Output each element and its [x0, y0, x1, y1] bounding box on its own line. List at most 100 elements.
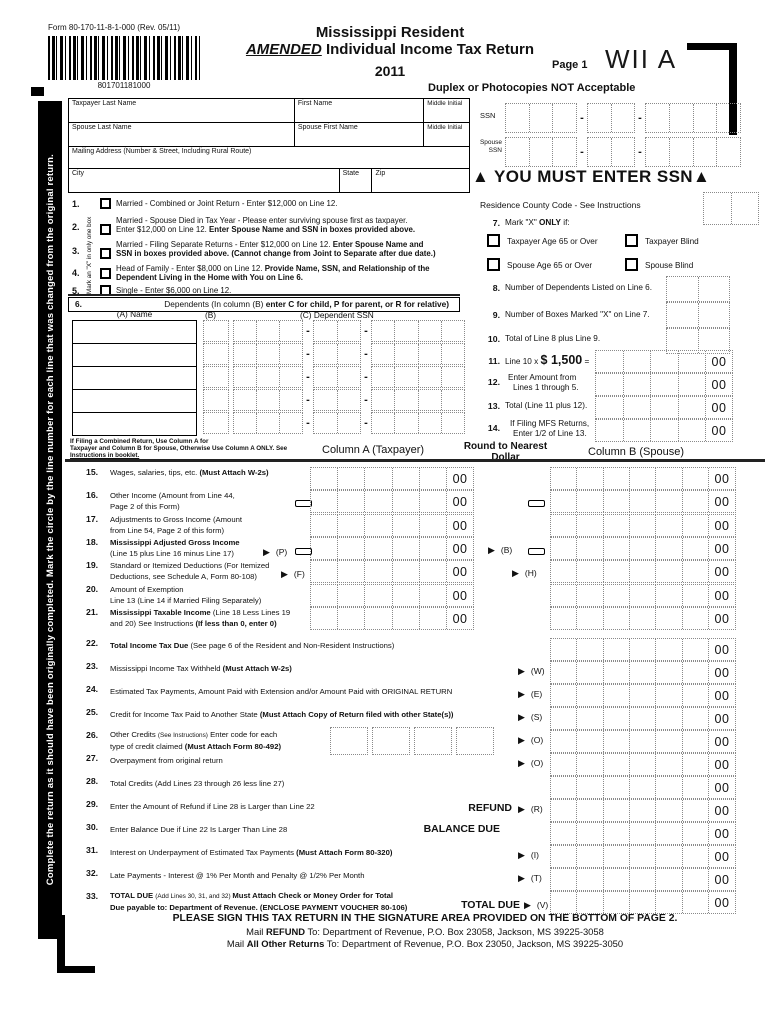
line-27-amount[interactable]: 00	[550, 753, 736, 776]
dependent-ssn-row[interactable]: - -	[203, 366, 465, 388]
line-32-amount[interactable]: 00	[550, 868, 736, 891]
dependent-name-field[interactable]	[73, 413, 196, 436]
line-18-amount-a[interactable]: 00	[310, 537, 474, 560]
digit-cell	[256, 367, 279, 387]
line-15-amount-a[interactable]: 00	[310, 467, 474, 490]
taxpayer-last-name-field[interactable]: Taxpayer Last Name	[69, 99, 295, 122]
digit-cell	[681, 538, 708, 559]
digit-cell	[681, 754, 708, 775]
middle-initial-field[interactable]: Middle Initial	[427, 100, 463, 107]
dependent-name-field[interactable]	[73, 344, 196, 367]
cents-label: 00	[707, 585, 735, 606]
dependent-name-field[interactable]	[73, 390, 196, 413]
taxpayer-65-checkbox[interactable]	[487, 234, 500, 247]
line-33-amount[interactable]: 00	[550, 891, 736, 914]
digit-cell	[655, 685, 681, 706]
line-26-amount[interactable]: 00	[550, 730, 736, 753]
spouse-blind-checkbox[interactable]	[625, 258, 638, 271]
line-9-input[interactable]	[666, 302, 730, 328]
line-20-amount-b[interactable]: 00	[550, 584, 736, 607]
line-16-change-marker-a[interactable]	[295, 500, 312, 507]
line-16-amount-a[interactable]: 00	[310, 490, 474, 513]
spouse-65-checkbox[interactable]	[487, 258, 500, 271]
line-31-amount[interactable]: 00	[550, 845, 736, 868]
digit-cell	[655, 639, 681, 660]
line-17-amount-a[interactable]: 00	[310, 514, 474, 537]
cents-label: 00	[705, 351, 732, 372]
line-12-label: Enter Amount from Lines 1 through 5.	[508, 373, 579, 392]
digit-cell	[551, 515, 576, 536]
line-21-amount-a[interactable]: 00	[310, 607, 474, 630]
line-19-amount-b[interactable]: 00	[550, 560, 736, 583]
digit-cell	[279, 390, 302, 410]
cents-label: 00	[707, 685, 735, 706]
spouse-first-name-field[interactable]: Spouse First Name	[295, 123, 425, 146]
city-field[interactable]: City	[69, 169, 340, 192]
zip-field[interactable]: Zip	[375, 170, 386, 177]
dependent-ssn-row[interactable]: - -	[203, 343, 465, 365]
digit-cell	[440, 344, 464, 364]
line-23-amount[interactable]: 00	[550, 661, 736, 684]
dependent-ssn-row[interactable]: - -	[203, 412, 465, 434]
line-29-amount[interactable]: 00	[550, 799, 736, 822]
line-21-amount-b[interactable]: 00	[550, 607, 736, 630]
digit-cell	[506, 138, 529, 166]
spouse-ssn-input[interactable]: - -	[505, 137, 741, 167]
filing-status-3-checkbox[interactable]	[100, 248, 111, 259]
corner-bracket-bottom-left-v	[57, 915, 65, 973]
digit-cell	[391, 608, 419, 629]
cents-label: 00	[707, 639, 735, 660]
line-19-amount-a[interactable]: 00	[310, 560, 474, 583]
digit-cell	[336, 413, 361, 433]
line-16-amount-b[interactable]: 00	[550, 490, 736, 513]
county-code-input[interactable]	[703, 192, 759, 225]
ssn-input[interactable]: - -	[505, 103, 741, 133]
line-13-amount[interactable]: 00	[595, 396, 733, 419]
line-24-number: 24.	[86, 684, 99, 694]
dependent-name-field[interactable]	[73, 367, 196, 390]
line-8-input[interactable]	[666, 276, 730, 302]
line-16-change-marker-b[interactable]	[528, 500, 545, 507]
cents-label: 00	[446, 585, 473, 606]
first-name-field[interactable]: First Name	[295, 99, 425, 122]
line-25-amount[interactable]: 00	[550, 707, 736, 730]
line-11-amount[interactable]: 00	[595, 350, 733, 373]
line-30-row: 30. Enter Balance Due if Line 22 Is Larg…	[0, 822, 770, 845]
digit-cell	[204, 321, 228, 341]
filing-status-4-checkbox[interactable]	[100, 268, 111, 279]
digit-cell	[677, 397, 706, 418]
line-18-change-marker-a[interactable]	[295, 548, 312, 555]
digit-cell	[331, 728, 367, 754]
state-field[interactable]: State	[340, 169, 373, 192]
filing-status-2-checkbox[interactable]	[100, 224, 111, 235]
digit-cell	[596, 374, 623, 395]
line-18-change-marker-b[interactable]	[528, 548, 545, 555]
mailing-address-field[interactable]: Mailing Address (Number & Street, Includ…	[72, 148, 252, 155]
line-15-amount-b[interactable]: 00	[550, 467, 736, 490]
line-14-amount[interactable]: 00	[595, 419, 733, 442]
registration-mark-top-left	[31, 87, 44, 96]
dependent-ssn-row[interactable]: - -	[203, 320, 465, 342]
line-30-amount[interactable]: 00	[550, 822, 736, 845]
line-17-amount-b[interactable]: 00	[550, 514, 736, 537]
line-12-amount[interactable]: 00	[595, 373, 733, 396]
digit-cell	[697, 277, 730, 301]
line-10-input[interactable]	[666, 328, 730, 354]
digit-cell	[655, 892, 681, 913]
line-24-amount[interactable]: 00	[550, 684, 736, 707]
line-20-amount-a[interactable]: 00	[310, 584, 474, 607]
line-26-credit-code-boxes[interactable]	[330, 727, 494, 755]
taxpayer-blind-checkbox[interactable]	[625, 234, 638, 247]
spouse-last-name-field[interactable]: Spouse Last Name	[69, 123, 295, 146]
arrow-icon: ▶	[524, 899, 531, 910]
filing-status-1-checkbox[interactable]	[100, 198, 111, 209]
line-22-amount[interactable]: 00	[550, 638, 736, 661]
line-28-amount[interactable]: 00	[550, 776, 736, 799]
spouse-middle-initial-field[interactable]: Middle Initial	[427, 124, 463, 131]
line-16-label: Other Income (Amount from Line 44, Page …	[110, 491, 235, 511]
spouse-ssn-label: Spouse SSN	[479, 139, 502, 154]
dependent-name-field[interactable]	[73, 321, 196, 344]
ssn-dash: -	[364, 394, 368, 406]
dependent-ssn-row[interactable]: - -	[203, 389, 465, 411]
line-18-amount-b[interactable]: 00	[550, 537, 736, 560]
